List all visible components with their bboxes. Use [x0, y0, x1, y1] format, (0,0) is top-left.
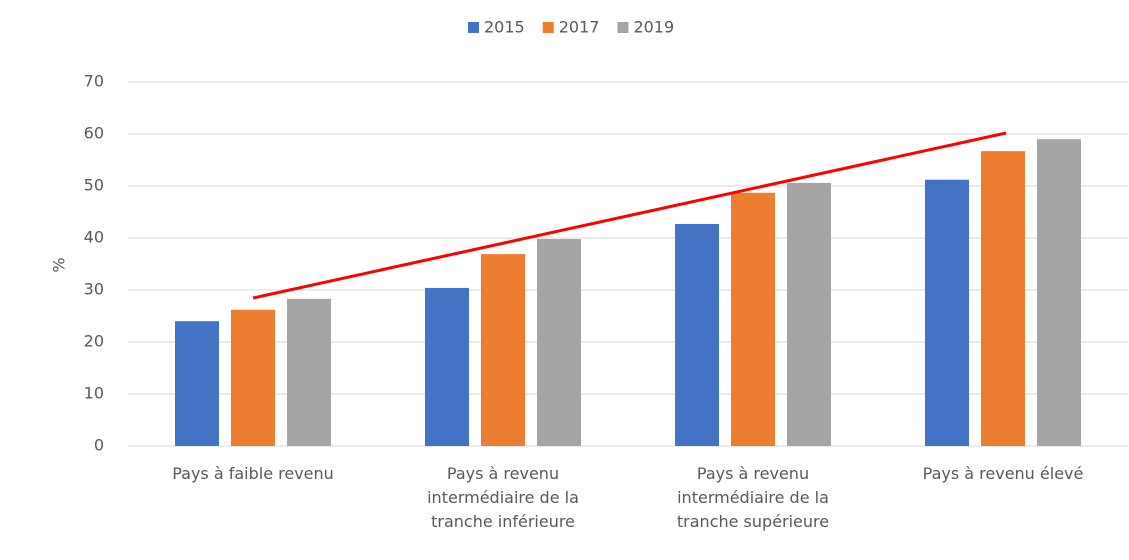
legend-label: 2019	[633, 18, 674, 37]
bar	[925, 179, 969, 446]
x-tick-label: Pays à faible revenu	[172, 464, 334, 483]
legend-swatch	[617, 22, 629, 33]
y-tick-label: 10	[84, 384, 104, 403]
legend-swatch	[468, 22, 479, 33]
y-tick-label: 0	[94, 436, 104, 455]
bar	[981, 151, 1025, 446]
bar	[231, 309, 275, 446]
bar	[731, 192, 775, 446]
bar	[481, 254, 525, 446]
y-tick-label: 20	[84, 332, 104, 351]
y-tick-label: 60	[84, 124, 104, 143]
bar	[175, 321, 219, 446]
bar	[1037, 139, 1081, 446]
x-tick-label: Pays à revenu élevé	[922, 464, 1084, 483]
x-tick-label: Pays à revenu intermédiaire de la tranch…	[427, 464, 579, 531]
trend-annotation	[252, 131, 1007, 300]
x-tick-label: Pays à revenu intermédiaire de la tranch…	[676, 464, 830, 531]
bar	[287, 298, 331, 446]
legend-swatch	[542, 22, 554, 33]
legend-label: 2015	[484, 18, 525, 37]
y-tick-label: 70	[84, 72, 104, 91]
y-tick-label: 40	[84, 228, 104, 247]
bar	[675, 223, 719, 446]
bar	[787, 182, 831, 446]
legend-label: 2017	[559, 18, 600, 37]
bar	[537, 239, 581, 446]
bar	[425, 287, 469, 446]
y-tick-label: 30	[84, 280, 104, 299]
y-tick-label: 50	[84, 176, 104, 195]
y-axis-label: %	[50, 257, 69, 272]
